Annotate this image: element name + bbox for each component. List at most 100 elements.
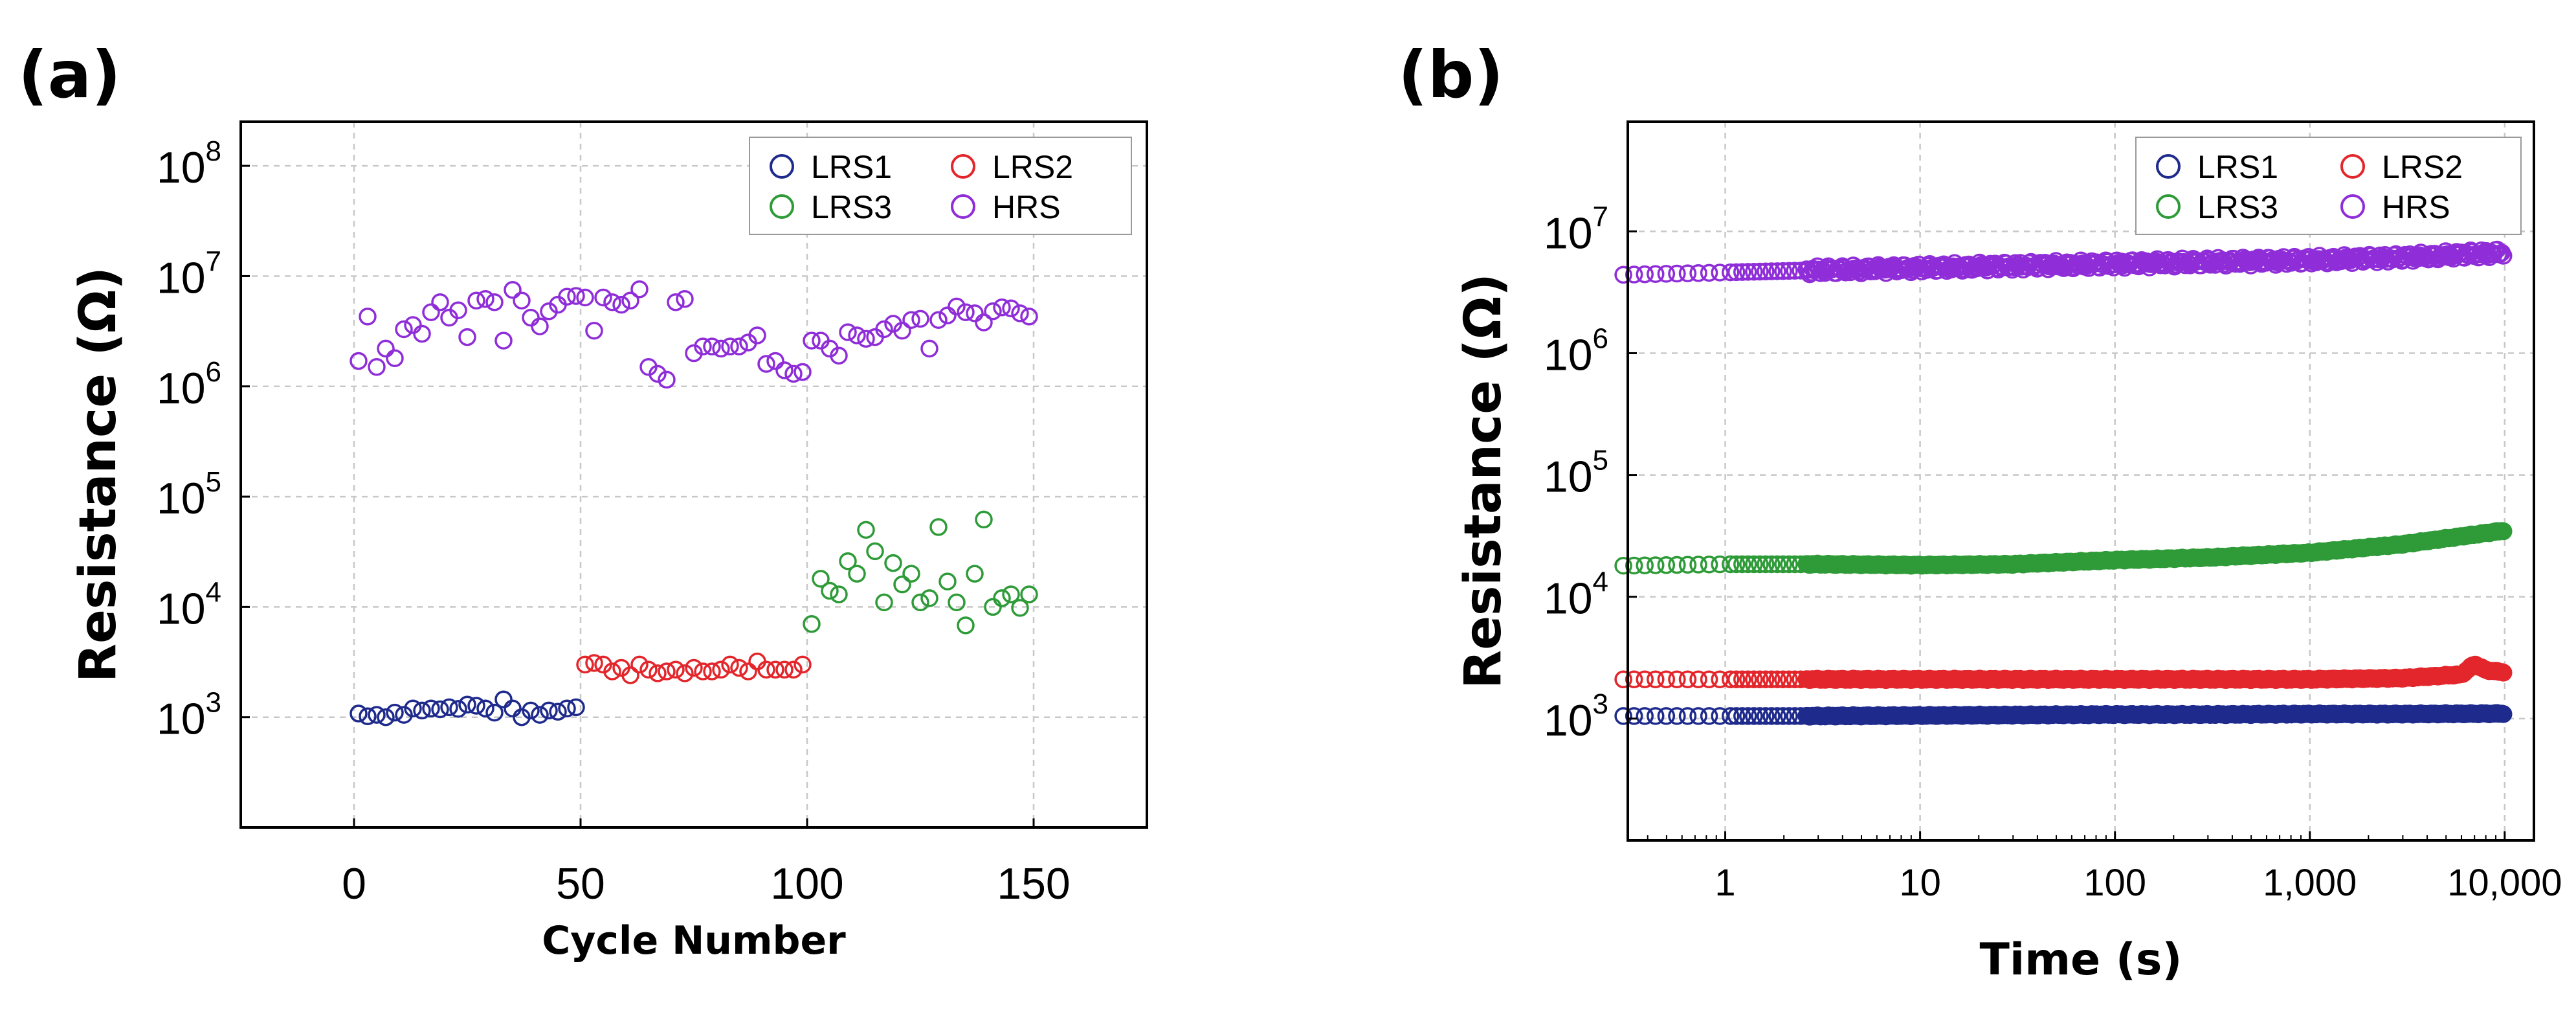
data-point bbox=[395, 320, 413, 339]
legend-label: LRS2 bbox=[2382, 149, 2463, 185]
x-tick-label: 10,000 bbox=[2447, 862, 2562, 904]
legend-label: LRS1 bbox=[2197, 149, 2278, 185]
legend-item-hrs: HRS bbox=[951, 189, 1061, 225]
data-point bbox=[966, 565, 984, 583]
data-point bbox=[649, 365, 667, 383]
data-point bbox=[748, 326, 766, 344]
data-point bbox=[485, 703, 504, 722]
data-point bbox=[649, 664, 667, 682]
data-point bbox=[694, 337, 712, 355]
data-point bbox=[368, 358, 386, 376]
x-tick-label: 10 bbox=[1899, 862, 1941, 904]
data-point bbox=[857, 521, 875, 539]
y-tick-label: 107 bbox=[157, 245, 221, 302]
data-point bbox=[1780, 555, 1798, 574]
data-point bbox=[621, 666, 639, 684]
y-tick-label: 103 bbox=[157, 687, 221, 744]
data-point bbox=[830, 585, 848, 603]
data-point bbox=[884, 554, 902, 572]
data-point bbox=[948, 297, 966, 316]
data-point bbox=[630, 655, 649, 674]
data-point bbox=[1733, 555, 1751, 574]
data-point bbox=[549, 703, 567, 721]
data-point bbox=[504, 280, 522, 299]
data-point bbox=[1762, 555, 1781, 574]
data-point bbox=[957, 303, 975, 322]
data-point bbox=[504, 699, 522, 717]
data-point bbox=[350, 352, 368, 370]
data-point bbox=[812, 570, 830, 588]
data-point bbox=[1780, 707, 1798, 725]
panel-a-legend: LRS1 LRS2 LRS3 HRS bbox=[749, 137, 1132, 235]
data-point bbox=[567, 698, 585, 717]
data-point bbox=[712, 339, 730, 358]
data-point bbox=[1721, 670, 1740, 688]
data-point bbox=[1768, 670, 1786, 688]
data-point bbox=[449, 700, 467, 718]
panel-a-points bbox=[350, 280, 1038, 726]
legend-item-lrs3: LRS3 bbox=[2156, 189, 2278, 225]
data-point bbox=[1689, 556, 1707, 574]
data-point bbox=[540, 302, 558, 320]
data-point bbox=[1647, 707, 1665, 725]
data-point bbox=[920, 589, 938, 607]
y-tick-label: 107 bbox=[1544, 201, 1608, 258]
legend-item-lrs2: LRS2 bbox=[2340, 149, 2463, 185]
data-point bbox=[1739, 670, 1757, 688]
data-point bbox=[612, 295, 630, 314]
data-point bbox=[585, 654, 603, 672]
data-point bbox=[993, 298, 1011, 317]
panel-b-y-ticks: 103 104 105 106 107 bbox=[1544, 201, 1637, 745]
legend-label: LRS2 bbox=[992, 149, 1073, 185]
data-point bbox=[984, 302, 1002, 320]
data-point bbox=[1614, 556, 1632, 575]
data-point bbox=[368, 706, 386, 724]
data-point bbox=[386, 703, 404, 722]
data-point bbox=[377, 339, 395, 358]
data-point bbox=[721, 337, 739, 355]
x-tick-label: 50 bbox=[556, 859, 605, 908]
data-point bbox=[866, 542, 884, 561]
data-point bbox=[1733, 263, 1751, 281]
data-point bbox=[1011, 304, 1029, 322]
data-point bbox=[1700, 264, 1718, 282]
data-point bbox=[1689, 707, 1707, 725]
legend-label: LRS1 bbox=[811, 149, 892, 185]
data-point bbox=[1636, 670, 1654, 688]
data-point bbox=[821, 581, 839, 600]
data-point bbox=[513, 291, 531, 309]
data-point bbox=[1668, 670, 1686, 688]
data-point bbox=[938, 306, 957, 324]
data-point bbox=[1762, 670, 1781, 688]
panel-b-label: (b) bbox=[1398, 37, 1504, 113]
y-tick-label: 108 bbox=[157, 135, 221, 192]
data-point bbox=[359, 707, 377, 725]
data-point bbox=[1733, 707, 1751, 725]
data-point bbox=[558, 699, 576, 717]
data-point bbox=[404, 316, 422, 334]
data-point bbox=[1774, 555, 1792, 574]
data-point bbox=[494, 332, 513, 350]
data-point bbox=[938, 572, 957, 590]
data-point bbox=[1739, 707, 1757, 725]
data-point bbox=[1678, 670, 1697, 688]
data-point bbox=[1739, 555, 1757, 574]
data-point bbox=[1745, 555, 1763, 574]
data-point bbox=[603, 293, 621, 311]
data-point bbox=[784, 365, 803, 383]
data-point bbox=[413, 324, 431, 343]
data-point bbox=[1739, 263, 1757, 281]
y-tick-label: 103 bbox=[1544, 688, 1608, 745]
data-point bbox=[1668, 556, 1686, 574]
legend-marker bbox=[770, 194, 794, 219]
panel-b-points bbox=[1614, 240, 2513, 726]
legend-marker bbox=[2156, 154, 2181, 179]
data-point bbox=[1657, 265, 1676, 283]
data-point bbox=[1678, 707, 1697, 725]
data-point bbox=[839, 552, 857, 570]
data-point bbox=[621, 291, 639, 309]
data-point bbox=[1636, 707, 1654, 725]
data-point bbox=[1762, 262, 1781, 280]
data-point bbox=[1614, 265, 1632, 284]
